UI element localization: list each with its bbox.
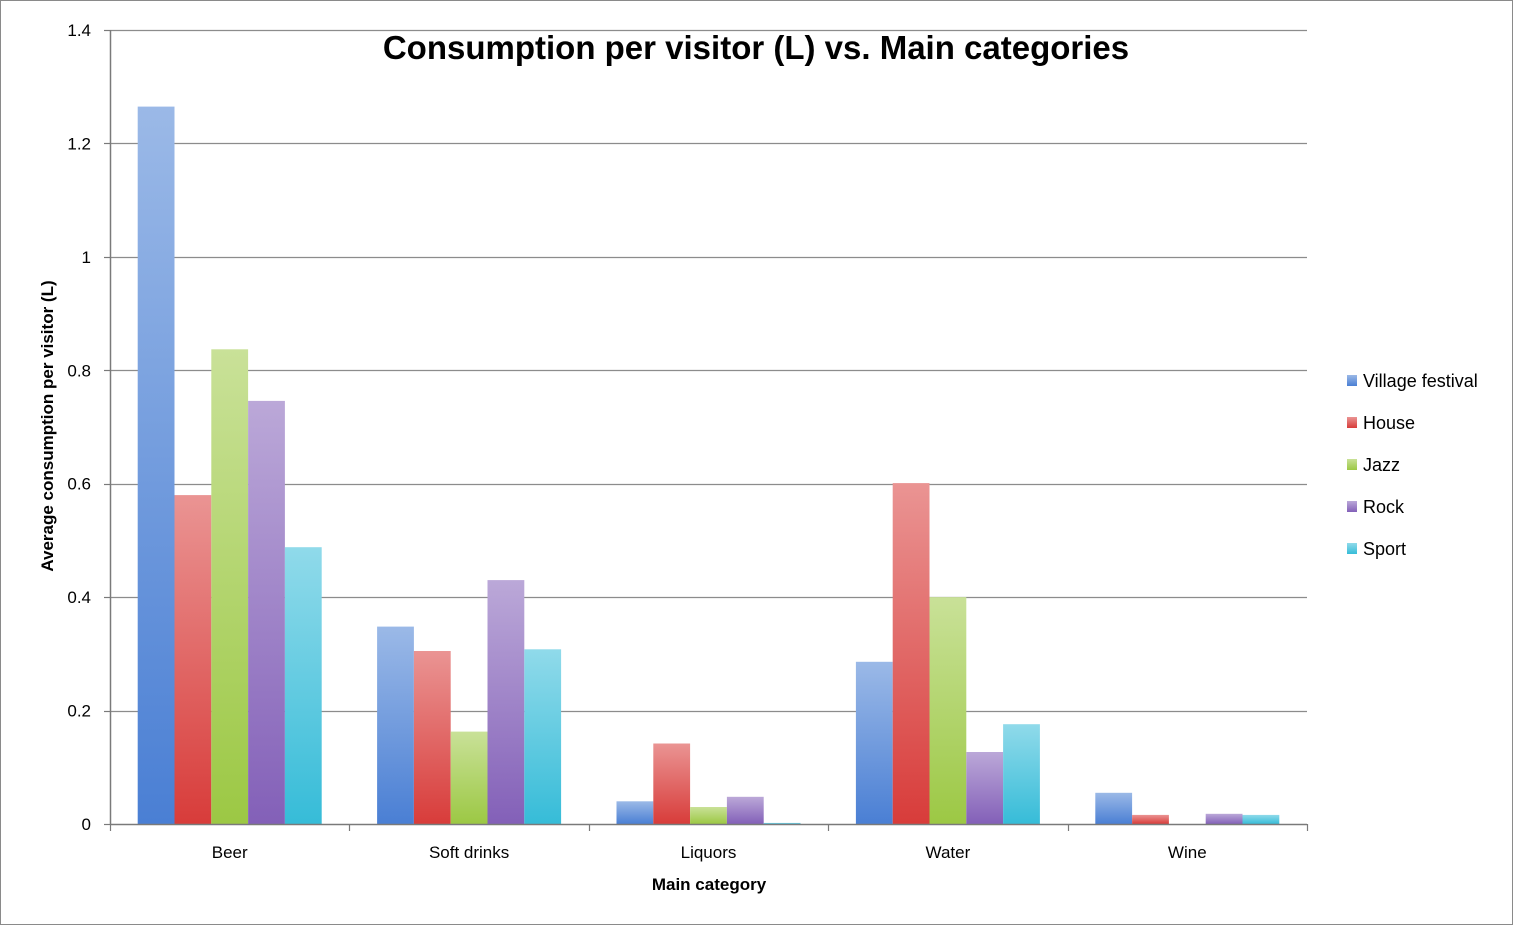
legend-swatch (1347, 417, 1357, 428)
bar-beer-rock (248, 400, 285, 824)
bar-liquors-sport (763, 822, 801, 824)
legend: Village festival House Jazz Rock Sport (1347, 371, 1478, 559)
legend-label: Sport (1363, 539, 1406, 559)
bar-wine-village-festival (1095, 792, 1133, 824)
bar-soft-drinks-jazz (450, 731, 488, 824)
x-tick-label: Wine (1168, 843, 1207, 862)
y-tick-label: 1.2 (67, 134, 91, 153)
legend-label: Rock (1363, 497, 1405, 517)
legend-label: Jazz (1363, 455, 1400, 475)
axes (104, 29, 1309, 831)
bar-water-house (892, 483, 930, 824)
bar-wine-sport (1242, 814, 1280, 824)
y-tick-label: 0.6 (67, 475, 91, 494)
y-tick-label: 0 (82, 815, 91, 834)
legend-swatch (1347, 375, 1357, 386)
chart-title: Consumption per visitor (L) vs. Main cat… (383, 29, 1129, 66)
bar-liquors-village-festival (616, 801, 654, 824)
legend-swatch (1347, 543, 1357, 554)
x-tick-label: Water (926, 843, 971, 862)
bar-water-sport (1003, 724, 1040, 824)
bar-beer-sport (284, 547, 322, 824)
bar-soft-drinks-sport (524, 649, 562, 824)
tick-labels: 0 0.2 0.4 0.6 0.8 1 1.2 1.4 Beer Soft drinks Liquo… (67, 21, 1206, 862)
y-tick-label: 0.8 (67, 361, 91, 380)
legend-label: House (1363, 413, 1415, 433)
x-axis-title: Main category (652, 875, 767, 894)
bar-wine-house (1132, 814, 1169, 824)
bar-soft-drinks-rock (487, 580, 525, 824)
bar-liquors-rock (726, 796, 764, 824)
y-tick-label: 1 (82, 248, 91, 267)
legend-swatch (1347, 501, 1357, 512)
bar-water-rock (966, 752, 1004, 824)
bar-wine-rock (1205, 813, 1243, 824)
y-axis-title: Average consumption per visitor (L) (38, 280, 57, 571)
bar-liquors-house (653, 743, 691, 824)
bar-liquors-jazz (690, 807, 727, 824)
bars (137, 106, 1280, 825)
bar-water-jazz (929, 597, 967, 824)
bar-beer-house (174, 495, 212, 824)
bar-soft-drinks-house (413, 651, 451, 824)
y-tick-label: 0.2 (67, 702, 91, 721)
y-tick-label: 0.4 (67, 588, 91, 607)
bar-beer-jazz (211, 349, 249, 824)
x-tick-label: Beer (212, 843, 248, 862)
legend-label: Village festival (1363, 371, 1478, 391)
x-tick-label: Soft drinks (429, 843, 509, 862)
bar-beer-village-festival (137, 106, 175, 825)
y-tick-label: 1.4 (67, 21, 91, 40)
bar-water-village-festival (855, 661, 893, 824)
legend-swatch (1347, 459, 1357, 470)
bar-soft-drinks-village-festival (377, 626, 414, 824)
x-tick-label: Liquors (681, 843, 737, 862)
